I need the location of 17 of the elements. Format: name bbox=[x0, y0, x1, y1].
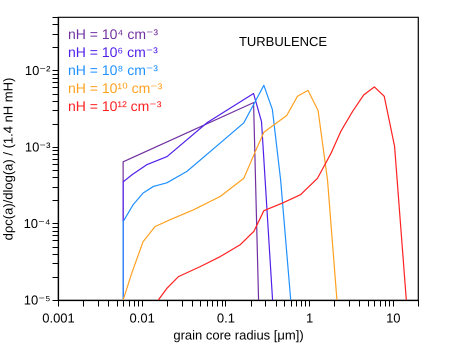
annotation: TURBULENCE bbox=[238, 34, 328, 49]
y-tick-label: 10⁻³ bbox=[24, 139, 52, 154]
y-tick-label: 10⁻² bbox=[24, 62, 52, 78]
x-tick-label: 10 bbox=[386, 310, 401, 326]
text: nH = 10⁴ cm⁻³ bbox=[68, 26, 158, 42]
x-tick-label: 0.001 bbox=[42, 310, 75, 326]
text: nH = 10⁸ cm⁻³ bbox=[68, 62, 158, 78]
text: nH = 10⁶ cm⁻³ bbox=[68, 44, 158, 60]
text: nH = 10¹² cm⁻³ bbox=[68, 98, 162, 114]
x-axis-title: grain core radius [μm]) bbox=[173, 328, 304, 342]
y-tick-label: 10⁻⁵ bbox=[24, 292, 50, 308]
y-tick-label: 10⁻⁴ bbox=[24, 216, 50, 231]
y-axis-title: dρc(a)/dlog(a) / (1.4 nH mH) bbox=[0, 78, 16, 240]
x-tick-label: 0.01 bbox=[130, 310, 155, 326]
text: nH = 10¹⁰ cm⁻³ bbox=[68, 80, 163, 96]
x-tick-label: 1 bbox=[306, 310, 314, 326]
x-tick-label: 0.1 bbox=[216, 310, 235, 326]
